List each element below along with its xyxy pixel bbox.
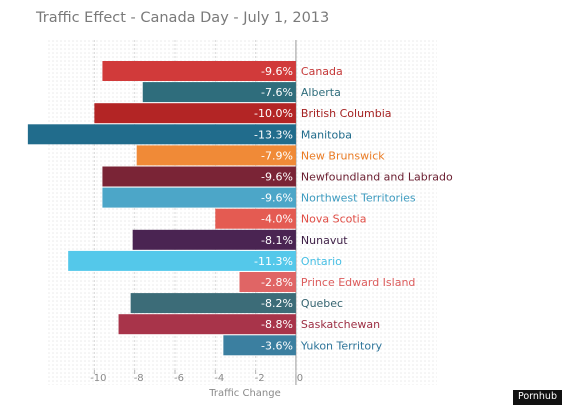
bar (136, 145, 296, 166)
bar-value-label: -9.6% (261, 171, 293, 184)
bar-value-label: -8.2% (261, 297, 293, 310)
bar-value-label: -11.3% (254, 255, 293, 268)
tick-label: -4 (214, 373, 224, 384)
bar (118, 314, 296, 335)
bar (215, 208, 296, 229)
bar (27, 124, 296, 145)
category-label: Manitoba (301, 128, 352, 141)
bar-value-label: -9.6% (261, 65, 293, 78)
x-axis-label: Traffic Change (209, 388, 281, 399)
bar-value-label: -10.0% (254, 107, 293, 120)
bar (102, 166, 296, 187)
category-label: Ontario (301, 255, 342, 268)
category-label: British Columbia (301, 107, 392, 120)
bar-value-label: -8.8% (261, 318, 293, 331)
category-label: New Brunswick (301, 149, 385, 162)
category-label: Yukon Territory (300, 339, 383, 352)
bar (94, 103, 296, 124)
bar (130, 293, 296, 314)
category-label: Northwest Territories (301, 192, 416, 205)
bar-value-label: -3.6% (261, 339, 293, 352)
bar (239, 272, 296, 292)
bar (102, 61, 296, 81)
brand-watermark: Pornhub (512, 390, 562, 405)
bar (132, 229, 296, 250)
category-label: Canada (301, 65, 343, 78)
category-label: Quebec (301, 297, 343, 310)
category-label: Prince Edward Island (301, 276, 416, 289)
tick-label: -10 (90, 373, 106, 384)
tick-label: -6 (174, 373, 184, 384)
bar-value-label: -7.6% (261, 86, 293, 99)
category-label: Nunavut (301, 234, 348, 247)
tick-label: 0 (297, 373, 303, 384)
bar-value-label: -4.0% (261, 213, 293, 226)
bar-value-label: -8.1% (261, 234, 293, 247)
category-label: Nova Scotia (301, 213, 367, 226)
tick-label: -8 (134, 373, 144, 384)
category-label: Saskatchewan (301, 318, 380, 331)
category-label: Alberta (301, 86, 341, 99)
bar-value-label: -13.3% (254, 128, 293, 141)
x-axis-ticks: -10 -8 -6 -4 -2 0 (90, 370, 303, 384)
bars: -9.6% Canada -7.6% Alberta -10.0% British Col… (27, 61, 453, 356)
bar (68, 250, 296, 271)
bar-value-label: -7.9% (261, 149, 293, 162)
bar-value-label: -2.8% (261, 276, 293, 289)
tick-label: -2 (255, 373, 265, 384)
category-label: Newfoundland and Labrado (301, 171, 453, 184)
bar (102, 187, 296, 208)
bar (223, 335, 296, 356)
bar-value-label: -9.6% (261, 192, 293, 205)
bar (142, 82, 296, 103)
chart-title: Traffic Effect - Canada Day - July 1, 20… (36, 10, 330, 26)
